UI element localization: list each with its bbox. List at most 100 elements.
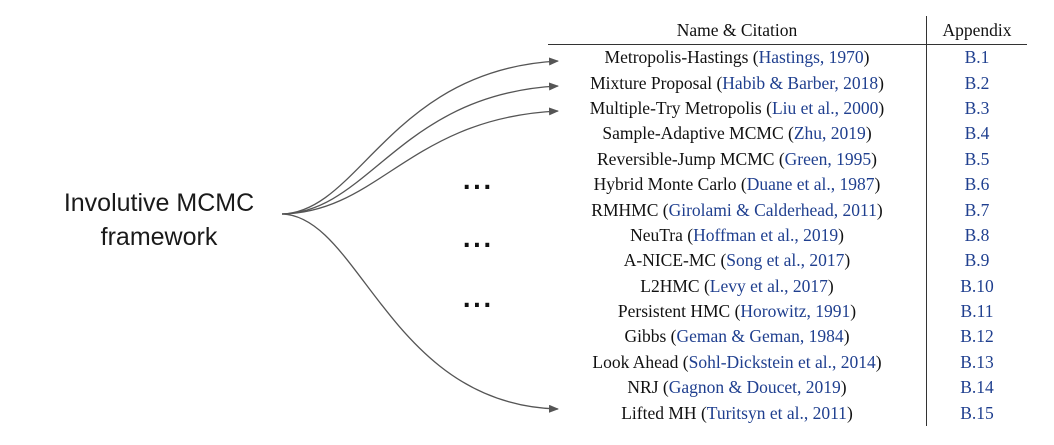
method-name-citation: Reversible-Jump MCMC (Green, 1995) xyxy=(597,148,877,169)
method-name: Hybrid Monte Carlo xyxy=(593,174,737,195)
method-name-citation: Mixture Proposal (Habib & Barber, 2018) xyxy=(590,72,884,93)
method-name-citation: Multiple-Try Metropolis (Liu et al., 200… xyxy=(589,97,885,118)
appendix-link[interactable]: B.7 xyxy=(964,199,990,220)
table-row: NRJ (Gagnon & Doucet, 2019) B.14 xyxy=(548,375,1027,401)
citation-link[interactable]: Hoffman et al., 2019 xyxy=(693,224,839,245)
methods-table: Name & Citation Appendix Metropolis-Hast… xyxy=(548,16,1027,426)
appendix-cell: B.2 xyxy=(926,70,1027,96)
method-name-citation: Metropolis-Hastings (Hastings, 1970) xyxy=(604,47,870,68)
method-name: L2HMC xyxy=(640,275,700,296)
arrow-to-multiple-try-metropolis xyxy=(281,107,559,215)
ellipsis-3: ... xyxy=(462,288,494,313)
appendix-link[interactable]: B.13 xyxy=(960,351,994,372)
arrow-to-mixture-proposal xyxy=(281,82,559,215)
framework-label: Involutive MCMC framework xyxy=(40,186,278,254)
citation-link[interactable]: Levy et al., 2017 xyxy=(709,275,828,296)
method-name: Sample-Adaptive MCMC xyxy=(602,123,784,144)
method-name: Gibbs xyxy=(624,326,667,347)
method-name-citation: Gibbs (Geman & Geman, 1984) xyxy=(624,326,850,347)
appendix-link[interactable]: B.10 xyxy=(960,275,994,296)
citation-link[interactable]: Zhu, 2019 xyxy=(793,123,866,144)
ellipsis-2: ... xyxy=(462,228,494,253)
appendix-cell: B.7 xyxy=(926,197,1027,223)
method-name-citation: Sample-Adaptive MCMC (Zhu, 2019) xyxy=(602,123,872,144)
table-row: Gibbs (Geman & Geman, 1984) B.12 xyxy=(548,324,1027,350)
arrow-to-metropolis-hastings xyxy=(281,57,559,215)
citation-link[interactable]: Liu et al., 2000 xyxy=(771,97,879,118)
citation-link[interactable]: Duane et al., 1987 xyxy=(746,174,875,195)
citation-link[interactable]: Song et al., 2017 xyxy=(726,250,845,271)
appendix-cell: B.1 xyxy=(926,44,1027,71)
ellipsis-1: ... xyxy=(462,170,494,195)
method-name-citation: Persistent HMC (Horowitz, 1991) xyxy=(617,301,857,322)
method-name: Lifted MH xyxy=(621,402,697,423)
table-body: Metropolis-Hastings (Hastings, 1970) B.1 M… xyxy=(548,44,1027,426)
appendix-link[interactable]: B.6 xyxy=(964,174,990,195)
framework-label-line2: framework xyxy=(100,223,218,251)
framework-label-line1: Involutive MCMC xyxy=(63,189,255,217)
table-row: A-NICE-MC (Song et al., 2017) B.9 xyxy=(548,248,1027,274)
method-name: A-NICE-MC xyxy=(623,250,717,271)
table-row: Metropolis-Hastings (Hastings, 1970) B.1 xyxy=(548,44,1027,71)
citation-link[interactable]: Girolami & Calderhead, 2011 xyxy=(668,199,877,220)
appendix-link[interactable]: B.4 xyxy=(964,123,990,144)
table-row: Lifted MH (Turitsyn et al., 2011) B.15 xyxy=(548,400,1027,426)
method-name-citation: Hybrid Monte Carlo (Duane et al., 1987) xyxy=(593,174,881,195)
method-name: Reversible-Jump MCMC xyxy=(597,148,775,169)
method-name-citation: RMHMC (Girolami & Calderhead, 2011) xyxy=(591,199,883,220)
method-name: NRJ xyxy=(627,377,659,398)
appendix-link[interactable]: B.1 xyxy=(964,47,990,68)
method-name-citation: A-NICE-MC (Song et al., 2017) xyxy=(623,250,851,271)
appendix-link[interactable]: B.15 xyxy=(960,402,994,423)
appendix-link[interactable]: B.14 xyxy=(960,377,994,398)
table-row: Reversible-Jump MCMC (Green, 1995) B.5 xyxy=(548,146,1027,172)
appendix-cell: B.15 xyxy=(926,400,1027,426)
appendix-cell: B.8 xyxy=(926,222,1027,249)
citation-link[interactable]: Geman & Geman, 1984 xyxy=(676,326,844,347)
method-name: NeuTra xyxy=(630,224,683,245)
appendix-link[interactable]: B.12 xyxy=(960,326,994,347)
method-name: Mixture Proposal xyxy=(590,72,713,93)
appendix-cell: B.3 xyxy=(926,95,1027,122)
table-row: RMHMC (Girolami & Calderhead, 2011) B.7 xyxy=(548,197,1027,223)
method-name: Multiple-Try Metropolis xyxy=(589,97,762,118)
table-row: Hybrid Monte Carlo (Duane et al., 1987) B… xyxy=(548,171,1027,198)
citation-link[interactable]: Hastings, 1970 xyxy=(758,47,864,68)
method-name: RMHMC xyxy=(591,199,659,220)
citation-link[interactable]: Turitsyn et al., 2011 xyxy=(706,402,847,423)
appendix-cell: B.12 xyxy=(926,324,1027,350)
appendix-cell: B.6 xyxy=(926,171,1027,198)
appendix-link[interactable]: B.2 xyxy=(964,72,990,93)
appendix-cell: B.5 xyxy=(926,146,1027,172)
method-name-citation: NeuTra (Hoffman et al., 2019) xyxy=(630,224,844,245)
table-row: NeuTra (Hoffman et al., 2019) B.8 xyxy=(548,222,1027,249)
method-name-citation: L2HMC (Levy et al., 2017) xyxy=(640,275,834,296)
table-row: Mixture Proposal (Habib & Barber, 2018) B… xyxy=(548,70,1027,96)
table-header-row: Name & Citation Appendix xyxy=(548,16,1027,45)
appendix-link[interactable]: B.5 xyxy=(964,148,990,169)
table-row: Sample-Adaptive MCMC (Zhu, 2019) B.4 xyxy=(548,121,1027,147)
appendix-cell: B.10 xyxy=(926,273,1027,299)
arrow-to-lifted-mh xyxy=(281,213,559,413)
method-name-citation: NRJ (Gagnon & Doucet, 2019) xyxy=(627,377,847,398)
method-name-citation: Lifted MH (Turitsyn et al., 2011) xyxy=(621,402,853,423)
citation-link[interactable]: Horowitz, 1991 xyxy=(740,301,851,322)
method-name: Metropolis-Hastings xyxy=(604,47,749,68)
appendix-link[interactable]: B.9 xyxy=(964,250,990,271)
header-appendix: Appendix xyxy=(926,16,1027,45)
table-row: L2HMC (Levy et al., 2017) B.10 xyxy=(548,273,1027,299)
citation-link[interactable]: Habib & Barber, 2018 xyxy=(722,72,879,93)
appendix-cell: B.11 xyxy=(926,298,1027,325)
appendix-link[interactable]: B.11 xyxy=(960,301,994,322)
citation-link[interactable]: Gagnon & Doucet, 2019 xyxy=(668,377,841,398)
method-name: Persistent HMC xyxy=(617,301,731,322)
appendix-cell: B.14 xyxy=(926,375,1027,401)
citation-link[interactable]: Sohl-Dickstein et al., 2014 xyxy=(688,351,876,372)
citation-link[interactable]: Green, 1995 xyxy=(784,148,872,169)
appendix-cell: B.13 xyxy=(926,349,1027,376)
appendix-link[interactable]: B.3 xyxy=(964,97,990,118)
appendix-link[interactable]: B.8 xyxy=(964,224,990,245)
method-name-citation: Look Ahead (Sohl-Dickstein et al., 2014) xyxy=(592,351,882,372)
table-row: Persistent HMC (Horowitz, 1991) B.11 xyxy=(548,298,1027,325)
